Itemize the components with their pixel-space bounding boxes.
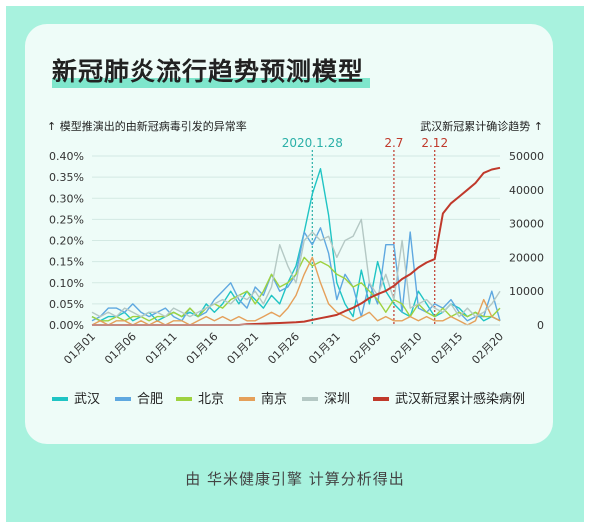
page-title: 新冠肺炎流行趋势预测模型 (52, 57, 365, 86)
legend: 武汉 合肥 北京 南京 深圳 武汉新冠累计感染病例 (52, 391, 525, 407)
x-tick-label: 01月11 (143, 330, 180, 367)
x-tick-label: 01月21 (225, 330, 262, 367)
left-tick-label: 0.35% (49, 171, 84, 184)
legend-label: 深圳 (324, 392, 350, 407)
legend-label: 合肥 (137, 392, 163, 407)
left-tick-label: 0.05% (49, 298, 84, 311)
series-layer (91, 166, 501, 326)
x-tick-label: 02月15 (429, 330, 466, 367)
source-note: 由 华米健康引擎 计算分析得出 (185, 470, 405, 488)
legend-swatch (373, 397, 389, 401)
x-tick-label: 02月10 (388, 330, 425, 367)
legend-label: 武汉新冠累计感染病例 (395, 391, 525, 407)
left-tick-label: 0.30% (49, 192, 84, 205)
legend-label: 北京 (198, 392, 224, 407)
left-tick-label: 0.25% (49, 213, 84, 226)
annotation-label: 2020.1.28 (282, 136, 343, 150)
legend-label: 武汉 (74, 392, 100, 407)
x-tick-label: 02月20 (469, 330, 506, 367)
right-tick-label: 20000 (509, 251, 544, 264)
x-tick-label: 01月06 (102, 330, 139, 367)
right-tick-label: 50000 (509, 150, 544, 163)
x-tick-label: 01月31 (306, 330, 343, 367)
right-tick-label: 0 (537, 319, 544, 332)
x-tick-label: 02月05 (347, 330, 384, 367)
x-tick-label: 01月16 (184, 330, 221, 367)
legend-swatch (176, 397, 192, 401)
chart-card (25, 24, 553, 444)
legend-swatch (115, 397, 131, 401)
x-tick-label: 01月01 (61, 330, 98, 367)
annotation-label: 2.12 (421, 136, 448, 150)
x-tick-label: 01月26 (265, 330, 302, 367)
left-tick-label: 0.10% (49, 277, 84, 290)
left-axis-title: ↑ 模型推演出的由新冠病毒引发的异常率 (47, 119, 247, 133)
right-axis-title: 武汉新冠累计确诊趋势 ↑ (420, 119, 543, 133)
series-line (91, 218, 501, 318)
left-tick-label: 0.20% (49, 235, 84, 248)
annotation-label: 2.7 (384, 136, 403, 150)
title-highlight (52, 78, 370, 88)
series-line (91, 256, 501, 326)
left-tick-label: 0.00% (49, 319, 84, 332)
right-tick-label: 10000 (509, 285, 544, 298)
legend-swatch (239, 397, 255, 401)
legend-swatch (302, 397, 318, 401)
left-tick-label: 0.40% (49, 150, 84, 163)
series-line (92, 166, 501, 326)
legend-swatch (52, 397, 68, 401)
annotations-layer: 2020.1.28 2.7 2.12 (282, 136, 448, 325)
right-tick-label: 40000 (509, 184, 544, 197)
series-line (91, 167, 501, 322)
right-tick-label: 30000 (509, 218, 544, 231)
series-line (91, 256, 501, 322)
left-tick-label: 0.15% (49, 256, 84, 269)
legend-label: 南京 (261, 391, 287, 407)
